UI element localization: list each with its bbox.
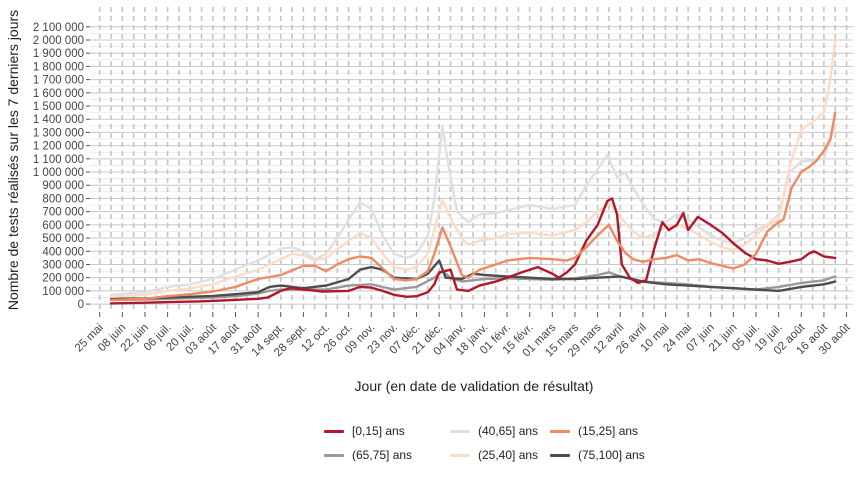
y-tick-label: 800 000 [42, 193, 84, 205]
y-tick-label: 1 200 000 [33, 141, 84, 153]
y-tick-label: 1 900 000 [33, 48, 84, 60]
series-line [109, 124, 837, 296]
series-line [109, 38, 837, 298]
y-tick-label: 500 000 [42, 233, 84, 245]
y-tick-label: 1 100 000 [33, 154, 84, 166]
legend-label: (40,65] ans [478, 424, 539, 438]
legend-swatch [550, 453, 570, 457]
legend-label: (65,75] ans [352, 448, 413, 462]
y-tick-label: 400 000 [42, 246, 84, 258]
series-line [109, 259, 837, 300]
legend-item: (40,65] ans [450, 424, 550, 438]
series-line [109, 111, 837, 302]
y-tick-label: 1 400 000 [33, 114, 84, 126]
y-tick-label: 1 800 000 [33, 61, 84, 73]
y-tick-label: 1 500 000 [33, 101, 84, 113]
y-tick-label: 1 700 000 [33, 75, 84, 87]
y-tick-label: 200 000 [42, 273, 84, 285]
y-tick-label: 1 000 000 [33, 167, 84, 179]
y-tick-label: 1 300 000 [33, 127, 84, 139]
legend-swatch [450, 453, 470, 457]
series-line [109, 197, 837, 305]
series-layer [109, 38, 837, 305]
legend-label: (25,40] ans [478, 448, 539, 462]
legend-swatch [550, 429, 570, 433]
legend-item: (65,75] ans [324, 448, 450, 462]
y-tick-label: 600 000 [42, 220, 84, 232]
legend-swatch [450, 429, 470, 433]
y-tick-label: 900 000 [42, 180, 84, 192]
grid [90, 7, 853, 312]
legend-label: (75,100] ans [578, 448, 645, 462]
legend-swatch [324, 429, 344, 433]
y-tick-label: 1 600 000 [33, 88, 84, 100]
legend-label: (15,25] ans [578, 424, 639, 438]
legend: [0,15] ans (40,65] ans (15,25] ans (65,75] … [324, 424, 670, 462]
legend-item: (75,100] ans [550, 448, 670, 462]
y-tick-label: 300 000 [42, 259, 84, 271]
y-tick-label: 100 000 [42, 286, 84, 298]
legend-item: (25,40] ans [450, 448, 550, 462]
legend-item: [0,15] ans [324, 424, 450, 438]
y-tick-label: 2 100 000 [33, 22, 84, 34]
legend-item: (15,25] ans [550, 424, 670, 438]
y-axis-title: Nombre de tests réalisés sur les 7 derni… [5, 10, 21, 310]
x-axis-title: Jour (en date de validation de résultat) [355, 378, 594, 394]
y-tick-label: 0 [78, 299, 84, 311]
y-tick-label: 700 000 [42, 207, 84, 219]
y-tick-label: 2 000 000 [33, 35, 84, 47]
legend-label: [0,15] ans [352, 424, 405, 438]
legend-swatch [324, 453, 344, 457]
